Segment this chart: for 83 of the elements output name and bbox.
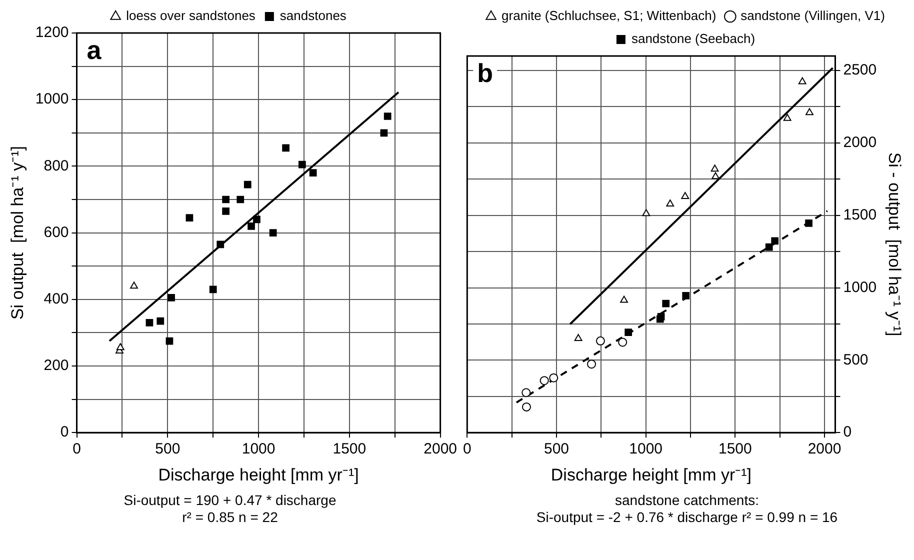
x-tick-label: 2000 xyxy=(808,440,842,458)
legend-label: sandstones xyxy=(280,8,347,24)
y-tick-label: 400 xyxy=(44,290,69,308)
point xyxy=(681,192,690,199)
legend-label: sandstone (Seebach) xyxy=(631,31,756,46)
point xyxy=(298,160,306,168)
y-tick-label: 1000 xyxy=(35,90,69,108)
point xyxy=(624,328,632,336)
point xyxy=(642,209,650,216)
x-tick-label: 2000 xyxy=(424,440,458,458)
legend-label: granite (Schluchsee, S1; Wittenbach) xyxy=(502,8,716,24)
point xyxy=(236,196,244,204)
y-axis-title: Si output [mol ha⁻¹ y⁻¹] xyxy=(8,146,27,320)
point xyxy=(805,219,812,227)
y2-tick-label: 0 xyxy=(843,424,852,441)
point xyxy=(798,77,806,84)
point xyxy=(712,172,720,180)
point xyxy=(618,338,628,347)
point xyxy=(765,243,773,251)
y2-tick-label: 2000 xyxy=(843,134,877,152)
point xyxy=(146,319,154,326)
x-tick-label: 1000 xyxy=(242,440,276,458)
y-tick-label: 600 xyxy=(44,224,69,241)
point xyxy=(186,214,194,222)
x-axis-title: Discharge height [mm yr⁻¹] xyxy=(158,465,359,484)
point xyxy=(662,300,670,308)
chart-title: b xyxy=(477,58,494,88)
point xyxy=(216,240,224,248)
point xyxy=(309,169,317,177)
x-tick-label: 1500 xyxy=(332,440,366,458)
point xyxy=(549,373,558,382)
point xyxy=(116,343,124,350)
legend-label: loess over sandstones xyxy=(126,8,256,24)
y2-tick-label: 500 xyxy=(843,351,868,368)
x-tick-label: 0 xyxy=(463,440,472,458)
x-tick-label: 500 xyxy=(155,440,180,458)
text: sandstone catchments: xyxy=(614,492,760,509)
y-tick-label: 0 xyxy=(60,424,69,441)
point xyxy=(168,294,175,302)
point xyxy=(384,112,392,120)
point xyxy=(522,402,531,412)
point xyxy=(130,282,138,289)
point xyxy=(166,337,174,345)
point xyxy=(209,286,217,294)
chart-title: a xyxy=(86,35,102,66)
point xyxy=(596,336,605,346)
point xyxy=(222,207,230,215)
y-tick-label: 800 xyxy=(44,157,69,174)
y2-tick-label: 1000 xyxy=(843,278,877,296)
x-tick-label: 1000 xyxy=(629,440,663,458)
point xyxy=(666,200,674,207)
text: Si-output = -2 + 0.76 * discharge r² = 0.99 n = 16 xyxy=(536,509,838,526)
point xyxy=(253,216,260,224)
point xyxy=(380,129,388,137)
point xyxy=(587,360,596,369)
point xyxy=(222,196,230,204)
point xyxy=(244,180,252,188)
x-tick-label: 1500 xyxy=(718,440,752,458)
point xyxy=(710,164,719,172)
point xyxy=(783,114,792,121)
point xyxy=(620,296,628,303)
y-tick-label: 1200 xyxy=(35,24,69,42)
point xyxy=(282,144,290,152)
y-tick-label: 200 xyxy=(44,357,69,374)
point xyxy=(682,292,690,300)
text: Si-output = 190 + 0.47 * discharge xyxy=(124,492,336,509)
x-axis-title: Discharge height [mm yr⁻¹] xyxy=(550,465,752,484)
point xyxy=(657,313,665,320)
x-tick-label: 0 xyxy=(72,440,81,458)
point xyxy=(574,334,582,341)
y2-tick-label: 1500 xyxy=(843,206,877,224)
point xyxy=(248,222,255,230)
legend-label: sandstone (Villingen, V1) xyxy=(740,8,885,24)
point xyxy=(540,376,549,386)
x-tick-label: 500 xyxy=(544,440,570,458)
y2-tick-label: 2500 xyxy=(843,62,877,79)
point xyxy=(269,229,277,236)
point xyxy=(522,388,531,398)
y2-axis-title: Si - output [mol ha⁻¹ y⁻¹] xyxy=(885,152,904,336)
point xyxy=(806,108,814,116)
point xyxy=(156,317,164,325)
point xyxy=(771,237,779,245)
text: r² = 0.85 n = 22 xyxy=(181,509,279,526)
